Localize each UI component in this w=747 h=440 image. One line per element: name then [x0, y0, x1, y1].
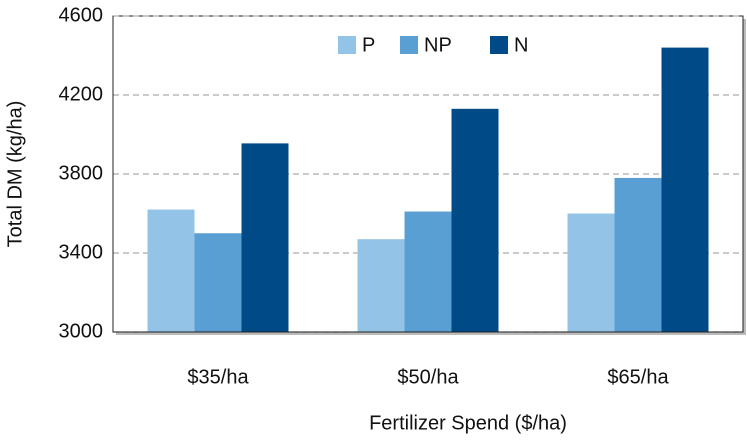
bar [194, 233, 242, 332]
bar [241, 143, 289, 332]
bar [451, 108, 499, 332]
x-tick-label: $65/ha [607, 366, 669, 388]
legend-swatch [490, 36, 508, 54]
legend-swatch [338, 36, 356, 54]
y-tick-label: 4600 [59, 4, 104, 26]
y-axis-label: Total DM (kg/ha) [4, 101, 26, 248]
bar [147, 209, 195, 332]
legend-swatch [400, 36, 418, 54]
bar [357, 239, 405, 332]
x-tick-label: $50/ha [397, 366, 459, 388]
legend-label: NP [424, 34, 452, 56]
bar [404, 211, 452, 332]
y-tick-label: 3400 [59, 241, 104, 263]
x-axis-label: Fertilizer Spend ($/ha) [369, 412, 567, 434]
legend-label: N [514, 34, 528, 56]
y-tick-label: 4200 [59, 83, 104, 105]
bar [614, 177, 662, 332]
x-tick-label: $35/ha [187, 366, 249, 388]
y-tick-label: 3000 [59, 320, 104, 342]
legend-label: P [362, 34, 375, 56]
y-tick-label: 3800 [59, 162, 104, 184]
bar [661, 47, 709, 332]
bar [567, 213, 615, 332]
